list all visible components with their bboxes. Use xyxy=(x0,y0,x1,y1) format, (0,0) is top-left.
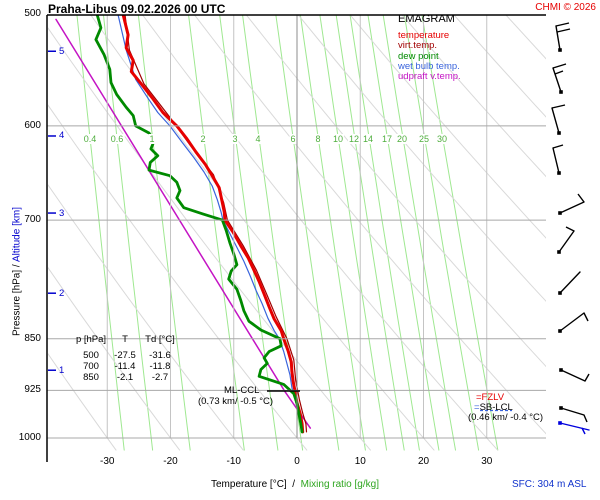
altitude-tick-label: 1 xyxy=(59,364,65,376)
ml-ccl-detail: (0.73 km/ -0.5 °C) xyxy=(198,396,274,407)
table-cell: 700 xyxy=(83,361,99,372)
table-cell: 850 xyxy=(83,372,99,383)
temperature-tick-label: -10 xyxy=(226,456,241,467)
x-axis-title: Temperature [°C] / Mixing ratio [g/kg] xyxy=(160,479,430,490)
legend-item-temperature: temperature xyxy=(398,30,450,41)
mixing-ratio-label: 3 xyxy=(231,134,239,144)
levels-data-table: p [hPa] T Td [°C] 500 -27.5 -31.6 700 -11.4-… xyxy=(70,334,182,383)
table-cell: -11.4 xyxy=(114,361,136,372)
temperature-tick-label: 20 xyxy=(417,456,430,467)
mixing-ratio-label: 14 xyxy=(361,134,375,144)
mixing-ratio-label: 0.6 xyxy=(109,134,125,144)
legend-item-dew-point: dew point xyxy=(398,50,439,62)
pressure-tick-label: 700 xyxy=(24,214,41,226)
altitude-tick-label: 5 xyxy=(59,45,65,57)
altitude-tick-label: 2 xyxy=(59,287,65,299)
legend-item-udpraft-v-temp-: udpraft v.temp. xyxy=(398,71,461,83)
table-cell: -11.8 xyxy=(149,361,171,372)
temperature-tick-label: -20 xyxy=(163,456,178,467)
mixing-ratio-label: 2 xyxy=(199,134,207,144)
sb-lcl-prefix: = xyxy=(474,402,480,413)
mixing-ratio-label: 10 xyxy=(331,134,345,144)
pressure-tick-label: 600 xyxy=(24,119,41,131)
sb-lcl-text: SB-LCL xyxy=(479,402,513,413)
x-axis-mixing-label: Mixing ratio [g/kg] xyxy=(300,479,379,490)
table-header: p [hPa] T Td [°C] xyxy=(70,334,182,346)
mixing-ratio-label: 17 xyxy=(380,134,394,144)
pressure-axis-label: Pressure [hPa] xyxy=(11,269,23,336)
table-row: 700 -11.4 -11.8 xyxy=(70,361,182,372)
mixing-ratio-label: 6 xyxy=(289,134,297,144)
axis-separator: / xyxy=(11,262,23,270)
legend: EMAGRAM temperature virt.temp. dew point we… xyxy=(398,13,461,82)
legend-title: EMAGRAM xyxy=(398,13,455,25)
legend-item-virt-temp-: virt.temp. xyxy=(398,40,438,52)
mixing-ratio-label: 20 xyxy=(395,134,409,144)
mixing-ratio-label: 12 xyxy=(347,134,361,144)
mixing-ratio-label: 1 xyxy=(148,134,156,144)
legend-items: temperature virt.temp. dew point wet bulb t… xyxy=(398,30,461,83)
table-cell: -27.5 xyxy=(114,350,136,361)
table-row: 850 -2.1 -2.7 xyxy=(70,372,182,383)
table-header-temperature: T xyxy=(122,334,128,345)
pressure-tick-label: 500 xyxy=(24,8,41,20)
page-title: Praha-Libus 09.02.2026 00 UTC xyxy=(48,2,226,16)
table-header-dewpoint: Td [°C] xyxy=(145,334,175,345)
pressure-tick-label: 1000 xyxy=(18,432,41,443)
mixing-ratio-label: 25 xyxy=(417,134,431,144)
table-cell: -2.1 xyxy=(116,372,134,383)
temperature-tick-label: 30 xyxy=(481,456,493,467)
table-rows: 500 -27.5 -31.6 700 -11.4 -11.8 850 -2.1 -2.7 xyxy=(70,350,182,383)
pressure-tick-label: 925 xyxy=(24,384,41,396)
mixing-ratio-label: 0.4 xyxy=(82,134,98,144)
temperature-tick-label: 10 xyxy=(354,456,366,467)
sb-lcl-detail: (0.46 km/ -0.4 °C) xyxy=(468,412,544,423)
table-header-pressure: p [hPa] xyxy=(75,334,107,345)
mixing-ratio-label: 4 xyxy=(254,134,262,144)
copyright-label: CHMI © 2026 xyxy=(535,2,596,13)
pressure-tick-label: 850 xyxy=(24,332,41,344)
mixing-ratio-label: 30 xyxy=(435,134,449,144)
temperature-tick-label: 0 xyxy=(294,456,300,467)
sb-lcl-label: =SB-LCL xyxy=(474,402,513,413)
ml-ccl-label: ML-CCL xyxy=(224,385,260,396)
table-row: 500 -27.5 -31.6 xyxy=(70,350,182,361)
table-cell: 500 xyxy=(83,350,99,361)
x-axis-temperature-label: Temperature [°C] xyxy=(211,479,287,490)
table-cell: -31.6 xyxy=(149,350,171,361)
altitude-tick-label: 4 xyxy=(59,130,65,142)
legend-item-wet-bulb-temp-: wet bulb temp. xyxy=(398,60,460,72)
surface-elevation-label: SFC: 304 m ASL xyxy=(512,479,587,490)
x-axis-separator: / xyxy=(286,479,301,490)
freezing-level-label: =FZLV xyxy=(476,392,505,403)
temperature-tick-label: -30 xyxy=(100,456,115,467)
altitude-tick-label: 3 xyxy=(59,207,65,219)
mixing-ratio-label: 8 xyxy=(314,134,322,144)
table-cell: -2.7 xyxy=(151,372,169,383)
